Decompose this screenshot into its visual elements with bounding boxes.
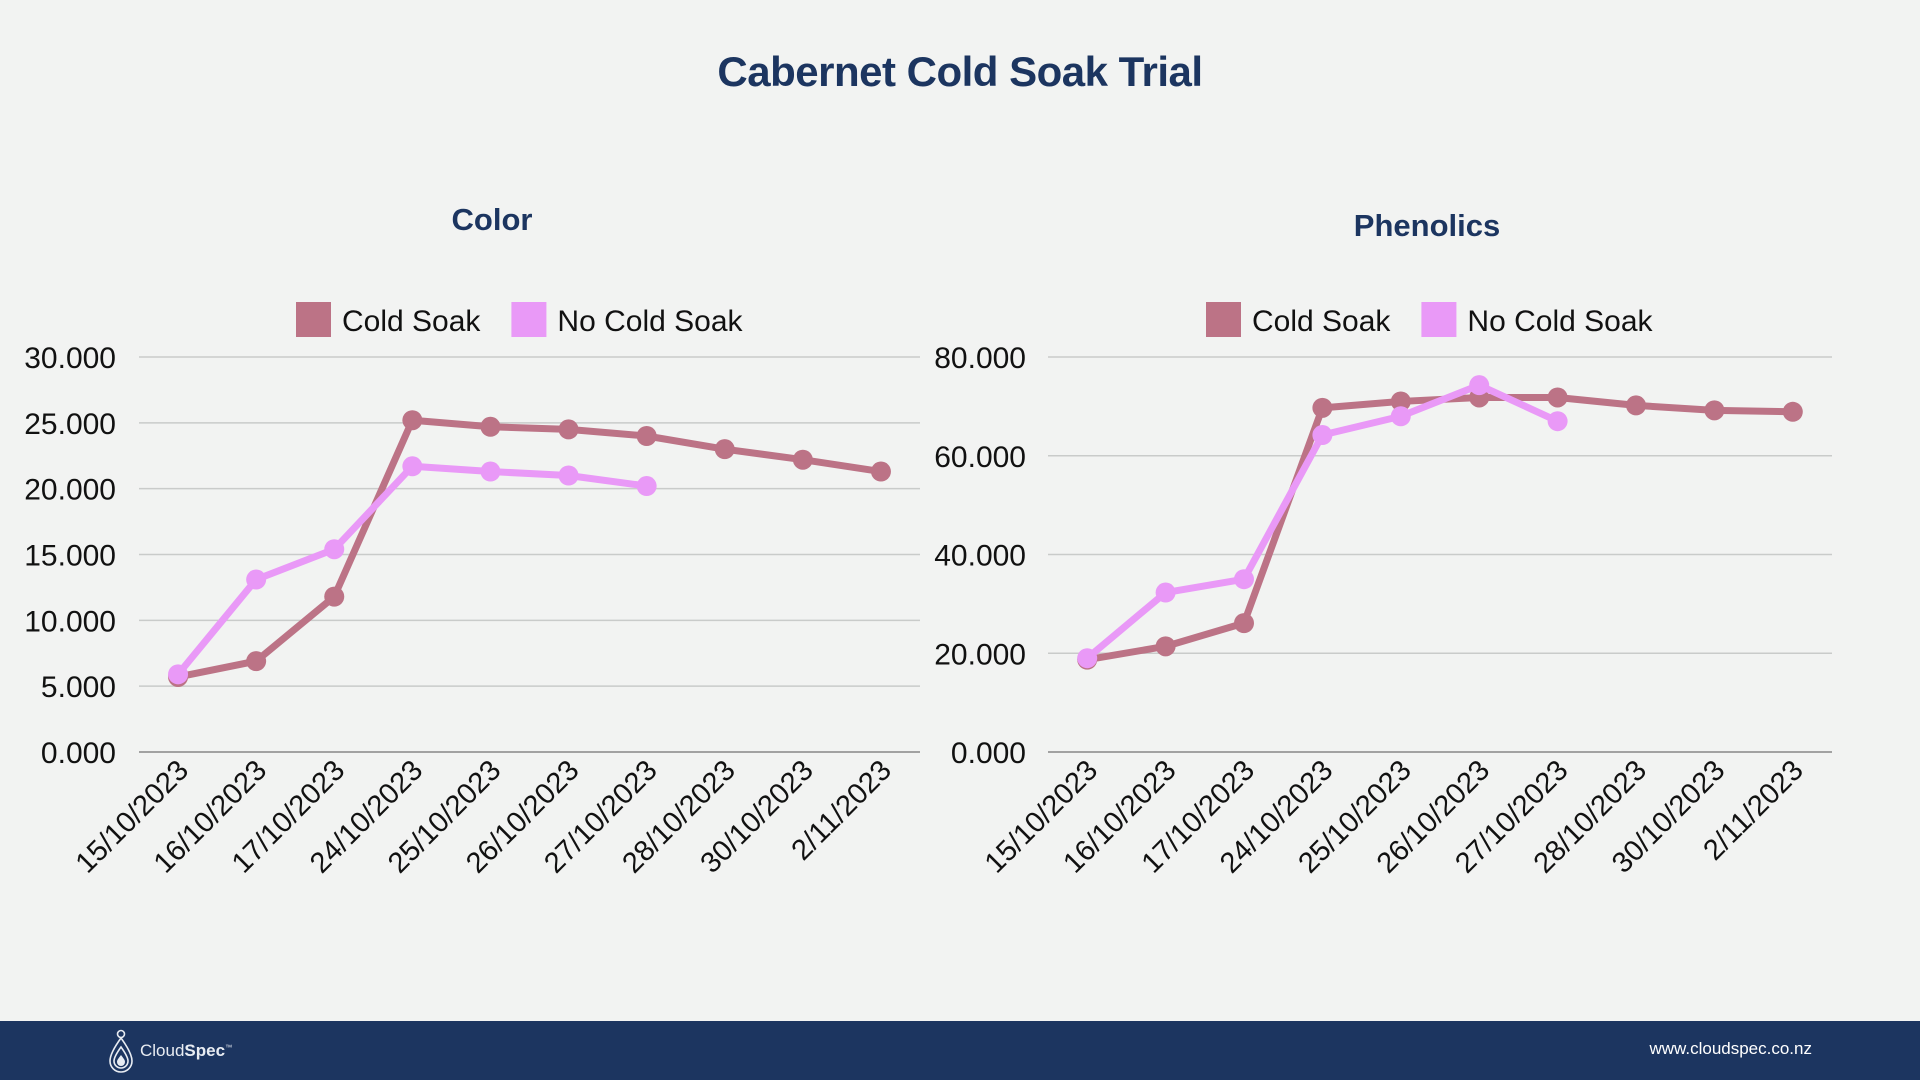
logo-text-bold: Spec [184,1041,226,1060]
charts: Color Cold Soak No Cold Soak 0.000 5.000 10.0… [24,202,1832,880]
data-point [1155,636,1176,657]
data-point [324,539,345,560]
series-line-no-cold-soak [175,462,648,677]
y-tick-label: 15.000 [24,540,116,573]
data-point [1312,397,1333,418]
y-tick-label: 20.000 [24,474,116,507]
data-point [246,569,267,590]
logo-tm: ™ [225,1044,233,1052]
data-point [1234,613,1254,634]
data-point [1547,411,1568,432]
data-point [1234,569,1254,590]
data-point [1155,582,1176,603]
data-point [402,410,423,431]
cloudspec-logo: CloudSpec™ [108,1029,232,1073]
data-point [1077,648,1098,669]
legend-label: No Cold Soak [1467,305,1653,338]
y-tick-label: 0.000 [41,737,116,770]
legend-label: Cold Soak [342,305,481,338]
legend-swatch [296,302,331,337]
series-line-cold-soak [1086,393,1793,664]
data-point [792,449,813,470]
data-point [636,426,657,446]
y-tick-label: 20.000 [934,638,1026,671]
chart-phenolics: Phenolics Cold Soak No Cold Soak 0.000 20.00… [934,208,1832,880]
footer: CloudSpec™ www.cloudspec.co.nz [0,1021,1920,1080]
data-point [1390,406,1411,427]
y-tick-label: 5.000 [41,671,116,704]
data-point [558,419,579,440]
page-title: Cabernet Cold Soak Trial [717,48,1203,95]
data-point [168,664,189,685]
data-point [480,416,501,437]
y-tick-label: 60.000 [934,441,1026,474]
data-point [324,586,345,607]
data-point [246,651,267,672]
data-point [402,456,423,477]
chart-title: Color [452,202,533,237]
drop-logo-icon [109,1029,133,1073]
data-point [636,476,657,497]
data-point [1469,375,1490,396]
data-point [1704,400,1725,421]
website-url[interactable]: www.cloudspec.co.nz [1649,1039,1812,1058]
data-point [1782,401,1803,422]
legend-label: No Cold Soak [557,305,743,338]
series-line-cold-soak [177,416,882,681]
y-tick-label: 80.000 [934,342,1026,375]
y-tick-label: 25.000 [24,408,116,441]
data-point [1626,395,1646,416]
data-point [1312,425,1333,446]
chart-title: Phenolics [1354,208,1500,243]
legend-swatch [1421,302,1457,337]
data-point [480,461,501,482]
data-point [1390,391,1411,412]
legend-label: Cold Soak [1252,305,1391,338]
chart-color: Color Cold Soak No Cold Soak 0.000 5.000 10.0… [24,202,920,880]
y-tick-label: 40.000 [934,540,1026,573]
legend-swatch [511,302,547,337]
y-tick-label: 10.000 [24,605,116,638]
legend-swatch [1206,302,1241,337]
y-tick-label: 30.000 [24,342,116,375]
logo-text-light: Cloud [140,1041,185,1060]
data-point [1547,387,1568,408]
y-tick-label: 0.000 [951,737,1026,770]
data-point [714,439,735,460]
data-point [870,461,891,482]
data-point [558,465,579,486]
